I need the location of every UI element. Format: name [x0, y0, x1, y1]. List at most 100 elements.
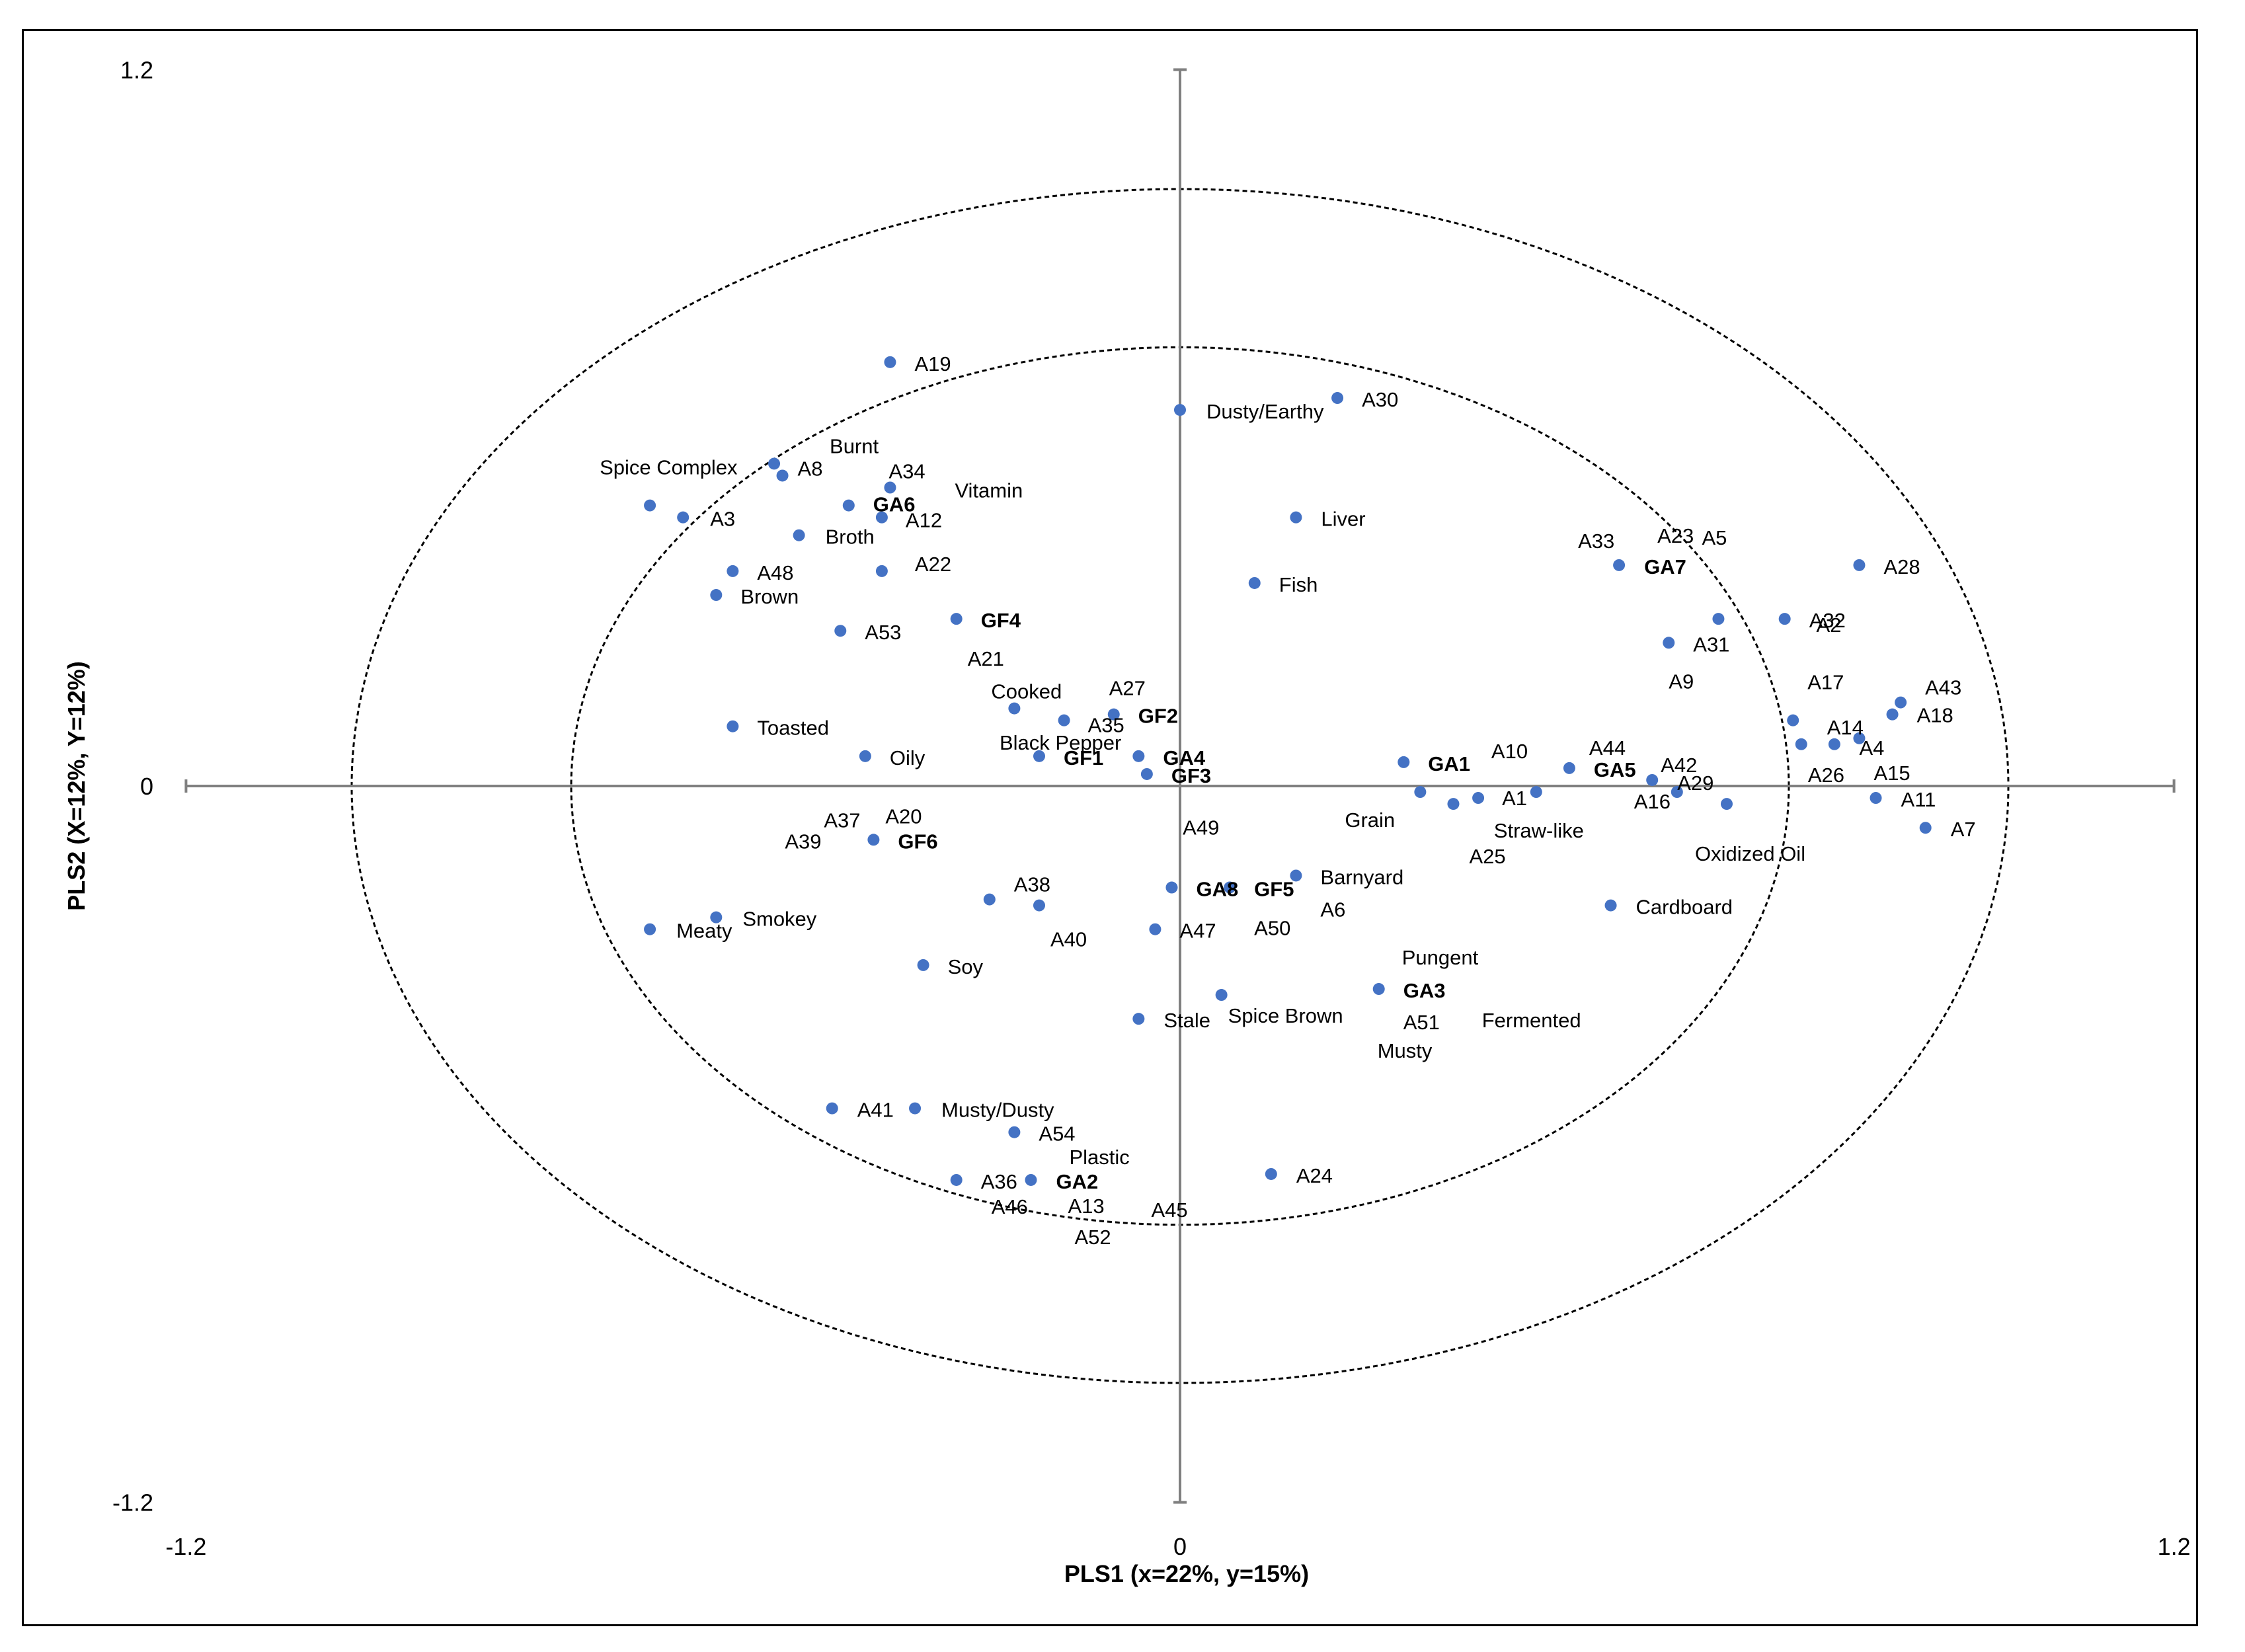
- data-point-black-pepper: [1033, 750, 1045, 762]
- point-label-vitamin: Vitamin: [955, 479, 1023, 502]
- data-point-toasted: [727, 720, 739, 732]
- point-label-a43: A43: [1925, 676, 1961, 699]
- point-label-a38: A38: [1014, 873, 1050, 896]
- point-label-gf2: GF2: [1138, 705, 1178, 728]
- data-point-a27: [1107, 708, 1120, 721]
- point-label-a46: A46: [992, 1195, 1028, 1218]
- data-point-a41: [826, 1102, 838, 1115]
- point-label-a36: A36: [981, 1170, 1017, 1193]
- data-point-pungent: [1372, 983, 1385, 996]
- tick-marks: [184, 68, 2176, 1504]
- data-point-meaty: [644, 923, 656, 935]
- point-label-straw-like: Straw-like: [1494, 819, 1584, 842]
- data-point-a17: [1787, 714, 1799, 727]
- data-point-a48: [727, 565, 739, 577]
- point-label-a44: A44: [1589, 736, 1626, 760]
- data-point-a16: [1671, 786, 1683, 799]
- point-label-soy: Soy: [948, 955, 984, 978]
- point-label-a23: A23: [1657, 524, 1694, 547]
- point-label-ga5: GA5: [1594, 758, 1636, 781]
- point-label-a14: A14: [1827, 716, 1864, 739]
- data-point-a40: [1033, 899, 1045, 912]
- data-point-a47: [1149, 923, 1162, 935]
- point-label-a54: A54: [1039, 1122, 1075, 1146]
- point-label-gf1: GF1: [1064, 746, 1103, 769]
- point-label-a34: A34: [888, 460, 925, 483]
- data-point-a34: [884, 481, 896, 494]
- point-label-ga3: GA3: [1403, 979, 1446, 1002]
- point-label-musty-dusty: Musty/Dusty: [941, 1099, 1054, 1122]
- data-point-a33: [1613, 559, 1626, 571]
- data-point-broth: [793, 529, 805, 541]
- data-point-a9: [1663, 637, 1675, 649]
- y-tick-label-2: -1.2: [112, 1489, 153, 1516]
- data-point-straw-like: [1530, 786, 1542, 799]
- point-label-gf3: GF3: [1171, 764, 1211, 787]
- data-point-a14: [1795, 738, 1807, 750]
- point-label-ga6: GA6: [873, 493, 916, 516]
- data-point-a42: [1646, 773, 1659, 786]
- data-point-a2: [1712, 613, 1725, 625]
- point-label-a15: A15: [1873, 762, 1910, 785]
- point-label-ga4: GA4: [1163, 746, 1206, 769]
- point-label-a12: A12: [906, 509, 942, 532]
- data-point-a1: [1472, 792, 1485, 805]
- data-point-a53: [834, 625, 847, 637]
- data-point-a10: [1563, 762, 1575, 774]
- x-tick-label-0: -1.2: [165, 1533, 206, 1560]
- point-label-plastic: Plastic: [1069, 1146, 1129, 1169]
- data-point-a25: [1447, 798, 1460, 810]
- data-point-burnt: [768, 457, 781, 470]
- point-label-ga8: GA8: [1196, 878, 1238, 901]
- point-label-a51: A51: [1403, 1011, 1440, 1034]
- point-label-a33: A33: [1578, 530, 1614, 553]
- point-label-barnyard: Barnyard: [1320, 865, 1403, 888]
- point-label-a45: A45: [1151, 1199, 1187, 1222]
- point-label-a25: A25: [1469, 845, 1505, 868]
- chart-frame: [22, 29, 2198, 1626]
- data-point-dusty-earthy: [1174, 404, 1186, 416]
- point-label-a20: A20: [885, 805, 922, 828]
- point-label-a47: A47: [1179, 920, 1216, 943]
- data-point-plastic: [1025, 1173, 1037, 1186]
- point-label-a22: A22: [915, 553, 951, 576]
- data-point-spice-brown: [1215, 989, 1228, 1002]
- data-point-a49: [1224, 881, 1236, 894]
- point-label-cooked: Cooked: [991, 680, 1062, 703]
- point-label-spice-brown: Spice Brown: [1228, 1004, 1343, 1027]
- point-label-grain: Grain: [1345, 808, 1395, 832]
- point-label-a27: A27: [1109, 677, 1146, 700]
- data-point-a12: [875, 511, 888, 524]
- data-point-a37: [867, 834, 880, 846]
- data-point-a36: [950, 1173, 963, 1186]
- data-point-ga6: [842, 499, 855, 512]
- data-point-a22: [875, 565, 888, 577]
- point-label-gf5: GF5: [1254, 878, 1294, 901]
- data-point-grain: [1414, 786, 1427, 799]
- point-label-smokey: Smokey: [742, 908, 816, 931]
- point-label-a19: A19: [914, 352, 951, 375]
- point-label-a1: A1: [1502, 787, 1527, 810]
- point-label-a9: A9: [1669, 670, 1694, 693]
- point-label-a28: A28: [1883, 555, 1920, 578]
- data-point-a54: [1008, 1126, 1021, 1138]
- point-label-a37: A37: [824, 808, 860, 832]
- point-label-a16: A16: [1634, 790, 1671, 813]
- data-point-smokey: [710, 911, 723, 924]
- point-label-gf6: GF6: [898, 830, 937, 853]
- point-label-pungent: Pungent: [1402, 946, 1479, 969]
- point-label-a8: A8: [798, 457, 823, 480]
- point-label-spice-complex: Spice Complex: [600, 456, 738, 479]
- data-point-soy: [917, 959, 929, 971]
- point-label-a26: A26: [1808, 764, 1844, 787]
- data-point-brown: [710, 589, 723, 602]
- point-label-a24: A24: [1296, 1164, 1333, 1187]
- data-point-ga1: [1398, 756, 1410, 768]
- y-tick-label-1: 0: [140, 773, 153, 800]
- data-point-stale: [1132, 1013, 1145, 1025]
- data-point-a4: [1853, 732, 1866, 744]
- point-label-a52: A52: [1074, 1226, 1111, 1249]
- point-label-black-pepper: Black Pepper: [1000, 731, 1121, 754]
- point-label-a17: A17: [1807, 671, 1844, 694]
- point-label-a41: A41: [857, 1099, 894, 1122]
